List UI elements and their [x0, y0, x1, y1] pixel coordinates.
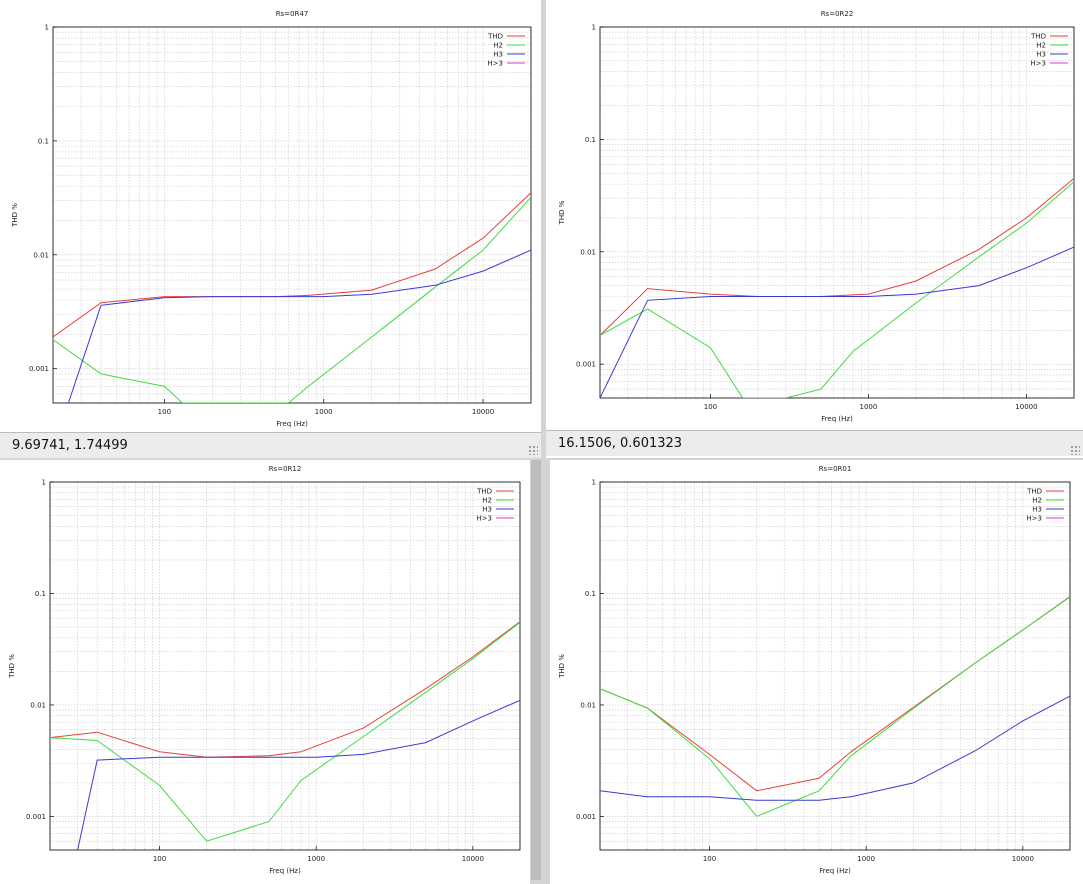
series-line-thd [600, 596, 1070, 792]
series-line-h2 [50, 622, 520, 842]
series-line-h2 [600, 181, 1074, 398]
plot-window-2[interactable]: 100 1000 10000 0.001 0.01 0.1 1 Rs=0R22 Freq (Hz… [546, 0, 1083, 458]
x-tick-label: 100 [703, 855, 716, 863]
plot-frame [599, 481, 1071, 851]
x-tick-label: 100 [153, 855, 166, 863]
y-axis-label: THD % [11, 203, 19, 228]
scrollbar[interactable] [531, 460, 541, 880]
legend-label: THD [1026, 488, 1042, 496]
x-tick-label: 100 [704, 403, 717, 411]
resize-grip[interactable] [1070, 445, 1080, 455]
y-tick-label: 0.1 [585, 136, 596, 144]
chart-title: Rs=0R01 [819, 465, 852, 473]
legend-label: H2 [1032, 497, 1042, 505]
y-tick-label: 1 [592, 24, 596, 32]
y-tick-label: 0.1 [585, 590, 596, 598]
y-axis-label: THD % [8, 654, 16, 679]
plot-window-4[interactable]: 100 1000 10000 0.001 0.01 0.1 1 Rs=0R01 Freq (Hz… [550, 460, 1083, 884]
x-tick-label: 10000 [472, 408, 494, 416]
y-tick-label: 0.1 [35, 590, 46, 598]
legend-label: H2 [482, 497, 492, 505]
series-line-h2 [53, 196, 531, 403]
y-tick-label: 0.001 [26, 813, 46, 821]
y-tick-label: 0.01 [580, 701, 596, 709]
plot-window-1[interactable]: 100 1000 10000 0.001 0.01 0.1 1 Rs=0R47 Freq (Hz… [0, 0, 541, 458]
y-tick-label: 1 [45, 24, 49, 32]
chart-title: Rs=0R47 [276, 10, 309, 18]
legend-label: H>3 [476, 515, 492, 523]
coordinate-readout: 9.69741, 1.74499 [0, 432, 541, 458]
x-tick-label: 1000 [315, 408, 333, 416]
chart-title: Rs=0R22 [821, 10, 854, 18]
y-axis-label: THD % [558, 654, 566, 679]
plot-frame [52, 26, 532, 404]
coordinate-readout: 16.1506, 0.601323 [546, 430, 1083, 456]
series-line-thd [600, 178, 1074, 336]
y-axis-label: THD % [558, 200, 566, 225]
y-tick-label: 0.001 [29, 365, 49, 373]
x-tick-label: 10000 [1012, 855, 1034, 863]
legend-label: H3 [1032, 506, 1042, 514]
series-line-h3 [67, 249, 531, 403]
y-tick-label: 0.01 [30, 701, 46, 709]
legend-label: H>3 [487, 60, 503, 68]
x-tick-label: 100 [158, 408, 171, 416]
series-line-thd [53, 192, 531, 338]
plot-canvas[interactable]: 100 1000 10000 0.001 0.01 0.1 1 Rs=0R12 Freq (Hz… [0, 460, 530, 884]
legend-label: THD [1030, 33, 1046, 41]
plot-frame [599, 26, 1075, 399]
x-tick-label: 1000 [307, 855, 325, 863]
chart-title: Rs=0R12 [269, 465, 302, 473]
legend-label: H2 [1036, 42, 1046, 50]
x-axis-label: Freq (Hz) [819, 867, 851, 875]
y-tick-label: 1 [592, 479, 596, 487]
series-line-h3 [600, 695, 1070, 801]
legend-label: H>3 [1030, 60, 1046, 68]
y-tick-label: 0.01 [580, 248, 596, 256]
series-line-h3 [77, 699, 520, 850]
y-tick-label: 0.1 [38, 137, 49, 145]
plot-frame [49, 481, 521, 851]
series-line-h3 [600, 246, 1074, 398]
legend-label: H3 [482, 506, 492, 514]
plot-canvas[interactable]: 100 1000 10000 0.001 0.01 0.1 1 Rs=0R01 Freq (Hz… [550, 460, 1083, 884]
legend-label: H2 [493, 42, 503, 50]
x-tick-label: 1000 [860, 403, 878, 411]
y-tick-label: 0.001 [576, 361, 596, 369]
legend-label: THD [476, 488, 492, 496]
x-axis-label: Freq (Hz) [821, 415, 853, 423]
legend-label: H>3 [1026, 515, 1042, 523]
y-tick-label: 1 [42, 479, 46, 487]
legend-label: THD [487, 33, 503, 41]
x-axis-label: Freq (Hz) [276, 420, 308, 428]
plot-window-3[interactable]: 100 1000 10000 0.001 0.01 0.1 1 Rs=0R12 Freq (Hz… [0, 460, 530, 884]
x-tick-label: 10000 [462, 855, 484, 863]
x-axis-label: Freq (Hz) [269, 867, 301, 875]
x-tick-label: 1000 [857, 855, 875, 863]
plot-canvas[interactable]: 100 1000 10000 0.001 0.01 0.1 1 Rs=0R22 Freq (Hz… [546, 0, 1083, 430]
y-tick-label: 0.001 [576, 813, 596, 821]
y-tick-label: 0.01 [33, 251, 49, 259]
resize-grip[interactable] [528, 445, 538, 455]
x-tick-label: 10000 [1015, 403, 1037, 411]
legend-label: H3 [493, 51, 503, 59]
series-line-h2 [600, 596, 1070, 818]
plot-canvas[interactable]: 100 1000 10000 0.001 0.01 0.1 1 Rs=0R47 Freq (Hz… [0, 0, 541, 432]
legend-label: H3 [1036, 51, 1046, 59]
series-line-thd [50, 621, 520, 758]
